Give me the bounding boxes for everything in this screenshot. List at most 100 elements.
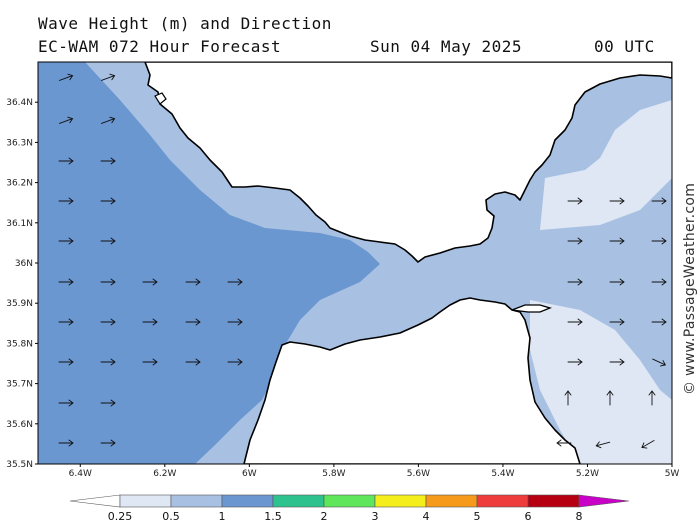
wave-arrow [58,399,74,407]
wave-arrow [652,358,667,367]
wave-arrow [58,157,74,165]
islet [154,92,167,105]
wave-zone-low-south [530,300,672,464]
wave-arrow [651,237,667,245]
wave-arrow [100,116,116,124]
wave-arrow [58,237,74,245]
wave-arrow [58,439,74,447]
colorbar-min [69,494,121,508]
wave-arrow [567,278,583,286]
wave-arrow [185,358,201,366]
colorbar-label: 5 [474,510,481,523]
wave-arrow [100,278,116,286]
lat-label: 35.8N [6,339,33,349]
wave-arrow [595,441,611,449]
model-forecast: EC-WAM 072 Hour Forecast [38,37,282,56]
colorbar-swatch [170,494,223,508]
colorbar-label: 1 [219,510,226,523]
colorbar-swatch [476,494,529,508]
lat-label: 35.6N [6,420,33,430]
wave-arrow [606,390,614,406]
wave-arrow [567,318,583,326]
wave-zone-low-north [540,100,672,230]
wave-arrow [100,318,116,326]
colorbar-swatch [527,494,580,508]
wave-arrow [185,278,201,286]
lat-label: 36.3N [6,138,33,148]
wave-arrow [100,237,116,245]
wave-arrow [609,197,625,205]
wave-arrow [609,318,625,326]
latitude-labels: 36.4N 36.3N 36.2N 36.1N 36N 35.9N 35.8N 35.7N 35… [6,98,38,470]
wave-arrow [100,157,116,165]
wave-direction-arrows [58,73,667,449]
wave-arrow [651,318,667,326]
wave-arrow [227,318,243,326]
colorbar-swatch [119,494,172,508]
wave-arrow [142,318,158,326]
lat-label: 36.2N [6,179,33,189]
wave-arrow [58,73,74,81]
lon-label: 6W [242,469,257,479]
wave-arrow [648,390,656,406]
lon-label: 6.4W [69,469,92,479]
wave-arrow [567,237,583,245]
wave-arrow [142,278,158,286]
land-iberia [144,62,672,263]
wave-arrow [556,439,572,447]
wave-arrow [567,197,583,205]
forecast-time: 00 UTC [594,37,655,56]
wave-arrow [651,197,667,205]
forecast-date: Sun 04 May 2025 [370,37,522,56]
wave-arrow [58,197,74,205]
lon-label: 5.4W [491,469,514,479]
colorbar-label: 2 [321,510,328,523]
wave-arrow [100,73,116,81]
colorbar-label: 0.25 [108,510,133,523]
colorbar-swatch [323,494,376,508]
wave-arrow [58,358,74,366]
wave-arrow [641,440,655,449]
map-title: Wave Height (m) and Direction [38,14,332,33]
colorbar: 0.25 0.5 1 1.5 2 3 4 5 6 8 [69,494,630,523]
wave-arrow [609,278,625,286]
wave-arrow [100,399,116,407]
wave-arrow [651,278,667,286]
wave-arrow [58,116,74,124]
colorbar-label: 3 [372,510,379,523]
lon-label: 5.6W [407,469,430,479]
colorbar-swatch [221,494,274,508]
land-africa [243,297,581,464]
wave-arrow [100,358,116,366]
wave-arrow [100,197,116,205]
wave-zone-high [38,62,380,464]
lon-label: 6.2W [153,469,176,479]
lat-label: 36.1N [6,219,33,229]
wave-arrow [609,358,625,366]
colorbar-label: 1.5 [264,510,282,523]
lat-label: 35.5N [6,460,33,470]
wave-arrow [185,318,201,326]
lat-label: 36.4N [6,98,33,108]
lon-label: 5.8W [322,469,345,479]
colorbar-swatch [425,494,478,508]
colorbar-max [578,494,630,508]
colorbar-label: 6 [525,510,532,523]
lon-label: 5W [665,469,680,479]
lat-label: 36N [15,259,33,269]
wave-arrow [227,358,243,366]
colorbar-swatch [272,494,325,508]
wave-arrow [142,358,158,366]
colorbar-swatch [374,494,427,508]
lon-label: 5.2W [576,469,599,479]
colorbar-label: 4 [423,510,430,523]
wave-arrow [227,278,243,286]
colorbar-label: 8 [576,510,583,523]
wave-arrow [58,318,74,326]
wave-arrow [58,278,74,286]
wave-arrow [564,390,572,406]
wave-arrow [100,439,116,447]
colorbar-label: 0.5 [162,510,180,523]
wave-arrow [567,358,583,366]
